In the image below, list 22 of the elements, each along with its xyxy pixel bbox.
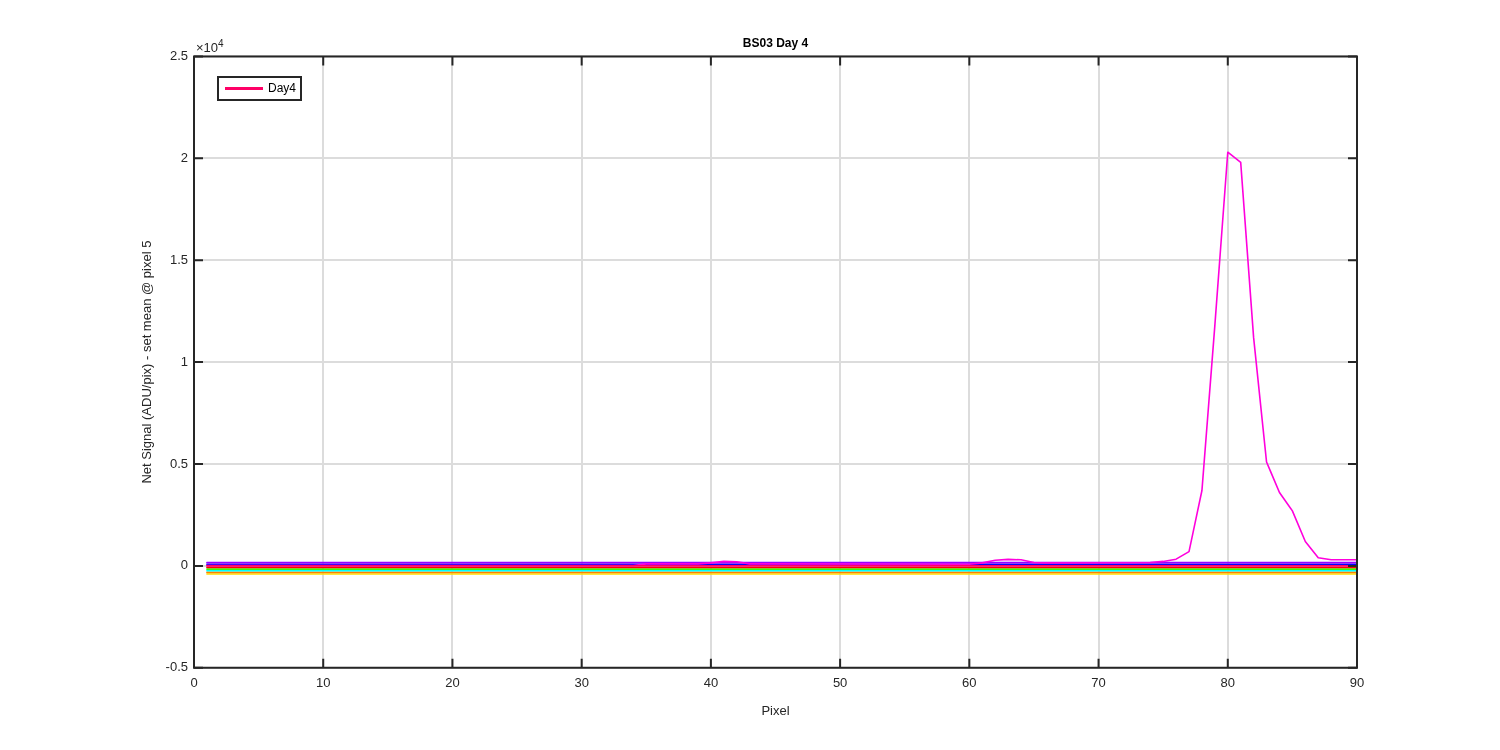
x-tick-label: 60 bbox=[962, 675, 977, 691]
x-tick-label: 50 bbox=[832, 675, 848, 691]
y-tick-label: 1 bbox=[180, 353, 188, 369]
y-tick-label: -0.5 bbox=[165, 659, 188, 675]
x-tick-label: 20 bbox=[445, 675, 460, 691]
chart-title: BS03 Day 4 bbox=[742, 35, 809, 50]
x-tick-label: 0 bbox=[190, 675, 198, 691]
x-tick-label: 70 bbox=[1091, 675, 1106, 691]
legend-label: Day4 bbox=[268, 81, 297, 97]
y-tick-label: 1.5 bbox=[169, 251, 188, 267]
y-axis-title: Net Signal (ADU/pix) - set mean @ pixel 5 bbox=[139, 240, 155, 484]
y-tick-label: 0 bbox=[180, 557, 188, 573]
x-tick-label: 30 bbox=[574, 675, 589, 691]
x-axis-title: Pixel bbox=[761, 702, 790, 718]
y-tick-label: 2.5 bbox=[169, 47, 188, 63]
x-tick-label: 40 bbox=[703, 675, 719, 691]
text: ×10$^{4}$ bbox=[196, 37, 224, 56]
x-tick-label: 80 bbox=[1220, 675, 1236, 691]
y-tick-label: 0.5 bbox=[169, 455, 188, 471]
y-tick-label: 2 bbox=[180, 149, 188, 165]
x-tick-label: 90 bbox=[1349, 675, 1365, 691]
x-tick-label: 10 bbox=[315, 675, 331, 691]
